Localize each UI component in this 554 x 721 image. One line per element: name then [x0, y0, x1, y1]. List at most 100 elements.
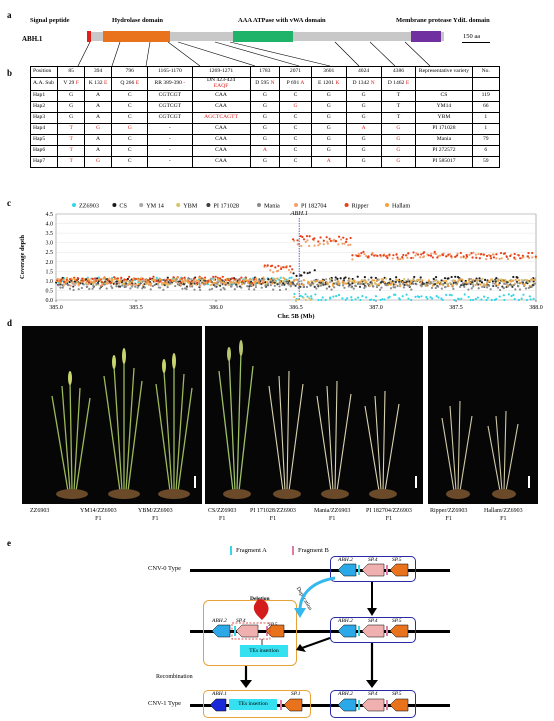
data-point — [316, 284, 318, 286]
data-point — [290, 277, 292, 279]
data-point — [159, 278, 161, 280]
table-cell: 119 — [472, 90, 500, 101]
data-point — [412, 257, 414, 259]
data-point — [226, 278, 228, 280]
data-point — [320, 285, 322, 287]
y-tick-label: 2.5 — [46, 250, 54, 256]
data-point — [518, 299, 520, 301]
data-point — [272, 289, 274, 291]
data-point — [132, 278, 134, 280]
data-point — [281, 284, 283, 286]
data-point — [503, 294, 505, 296]
data-point — [518, 279, 520, 281]
data-point — [240, 287, 242, 289]
data-point — [240, 276, 242, 278]
data-point — [531, 256, 533, 258]
data-point — [444, 286, 446, 288]
data-point — [88, 279, 90, 281]
data-point — [335, 295, 337, 297]
table-cell: A.A. Sub — [31, 78, 58, 91]
data-point — [533, 298, 535, 300]
table-cell: G — [250, 112, 280, 123]
table-cell: G — [311, 101, 346, 112]
data-point — [338, 236, 340, 238]
data-point — [475, 284, 477, 286]
data-point — [322, 296, 324, 298]
data-point — [220, 289, 222, 291]
data-point — [375, 277, 377, 279]
photo-group-3 — [428, 326, 538, 504]
data-point — [433, 278, 435, 280]
data-point — [280, 268, 282, 270]
data-point — [106, 287, 108, 289]
data-point — [487, 297, 489, 299]
table-cell: K 132 E — [84, 78, 111, 91]
data-point — [176, 281, 178, 283]
data-point — [389, 278, 391, 280]
data-point — [326, 287, 328, 289]
data-point — [130, 284, 132, 286]
data-point — [201, 277, 203, 279]
data-point — [303, 286, 305, 288]
table-cell: 1 — [472, 112, 500, 123]
data-point — [91, 288, 93, 290]
data-point — [383, 254, 385, 256]
data-point — [450, 255, 452, 257]
data-point — [479, 284, 481, 286]
y-tick-label: 1.5 — [46, 269, 54, 275]
table-cell: C — [280, 90, 312, 101]
data-point — [182, 280, 184, 282]
data-point — [414, 254, 416, 256]
data-point — [486, 255, 488, 257]
data-point — [140, 281, 142, 283]
data-point — [401, 256, 403, 258]
data-point — [499, 295, 501, 297]
data-point — [420, 295, 422, 297]
data-point — [410, 289, 412, 291]
data-point — [319, 243, 321, 245]
data-point — [436, 256, 438, 258]
panel-c-label: c — [7, 198, 11, 208]
data-point — [503, 283, 505, 285]
table-cell: CAA — [192, 90, 250, 101]
data-point — [386, 257, 388, 259]
data-point — [302, 297, 304, 299]
data-point — [300, 274, 302, 276]
data-point — [272, 271, 274, 273]
data-point — [456, 283, 458, 285]
table-cell: G — [84, 123, 111, 134]
data-point — [394, 294, 396, 296]
data-point — [484, 279, 486, 281]
data-point — [316, 280, 318, 282]
data-point — [431, 297, 433, 299]
table-cell: T — [58, 134, 84, 145]
table-cell: G — [311, 123, 346, 134]
data-point — [83, 279, 85, 281]
table-row: Hap1 G A C CGTCGT CAA G C G G T CS 119 — [31, 90, 500, 101]
data-point — [497, 287, 499, 289]
table-cell: D 595 N — [250, 78, 280, 91]
data-point — [205, 282, 207, 284]
data-point — [420, 276, 422, 278]
data-point — [439, 255, 441, 257]
data-point — [174, 285, 176, 287]
data-point — [343, 282, 345, 284]
data-point — [444, 277, 446, 279]
data-point — [412, 279, 414, 281]
data-point — [243, 280, 245, 282]
data-point — [423, 283, 425, 285]
data-point — [446, 283, 448, 285]
cnv0-gene-arrows — [338, 564, 408, 576]
data-point — [381, 298, 383, 300]
table-cell: 2071 — [280, 67, 312, 78]
data-point — [231, 277, 233, 279]
data-point — [191, 285, 193, 287]
data-point — [434, 279, 436, 281]
data-point — [264, 264, 266, 266]
data-point — [328, 285, 330, 287]
data-point — [164, 282, 166, 284]
data-point — [355, 285, 357, 287]
data-point — [437, 286, 439, 288]
data-point — [486, 286, 488, 288]
data-point — [419, 279, 421, 281]
